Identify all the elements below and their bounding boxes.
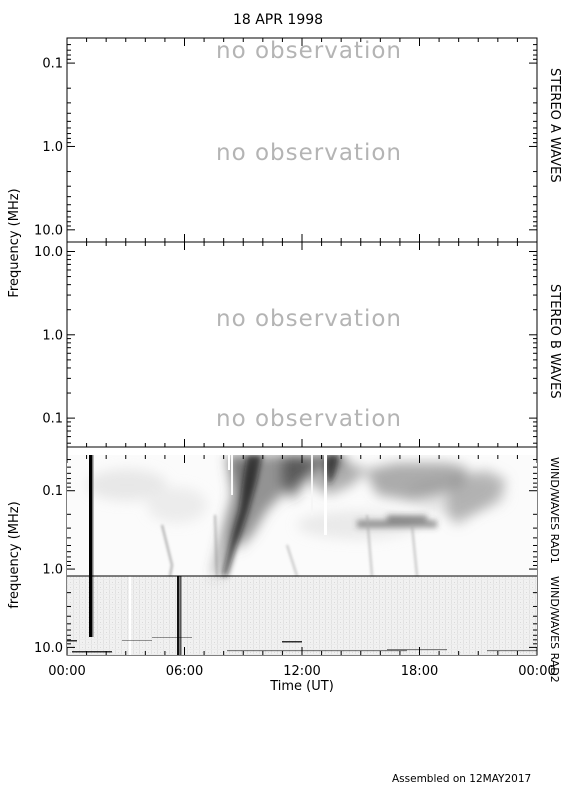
x-tick-label: 00:00 bbox=[48, 664, 85, 679]
y-tick-label: 0.1 bbox=[42, 412, 63, 427]
stereo-a-ticks bbox=[67, 37, 537, 231]
wind-x-tick-labels: 00:00 06:00 12:00 18:00 00:00 bbox=[48, 664, 555, 679]
burst-0600-rad2 bbox=[177, 576, 180, 655]
data-gap-0300 bbox=[129, 576, 131, 655]
time-axis-label: Time (UT) bbox=[269, 679, 334, 694]
rad2-background bbox=[67, 576, 537, 655]
stereo-b-side-label: STEREO B WAVES bbox=[547, 284, 562, 399]
stereo-a-frame bbox=[66, 37, 538, 243]
wind-tick-labels: 0.1 1.0 10.0 bbox=[34, 484, 63, 656]
wind-ticks bbox=[66, 38, 538, 655]
y-tick-label: 0.1 bbox=[42, 484, 63, 499]
no-observation-label: no observation bbox=[216, 140, 402, 166]
wind-rad1-side-label: WIND/WAVES RAD1 bbox=[548, 457, 561, 564]
wind-rad2-side-label: WIND/WAVES RAD2 bbox=[548, 576, 561, 683]
y-tick-label: 10.0 bbox=[34, 223, 63, 238]
stereo-b-panel: 10.0 1.0 0.1 no observation no observation… bbox=[34, 241, 562, 448]
data-gap-1230 bbox=[324, 455, 327, 535]
stereo-b-tick-labels: 10.0 1.0 0.1 bbox=[34, 245, 63, 427]
stereo-a-tick-labels: 0.1 1.0 10.0 bbox=[34, 57, 63, 239]
y-tick-label: 10.0 bbox=[34, 245, 63, 260]
wind-waves-panel: 0.1 1.0 10.0 00:00 06:00 12:00 18:00 00:00 fre… bbox=[7, 38, 561, 694]
no-observation-label: no observation bbox=[216, 406, 402, 432]
x-tick-label: 18:00 bbox=[401, 664, 438, 679]
stereo-frequency-axis-label: Frequency (MHz) bbox=[7, 188, 22, 297]
stereo-a-side-label: STEREO A WAVES bbox=[547, 68, 562, 183]
assembled-date: Assembled on 12MAY2017 bbox=[392, 773, 531, 785]
wind-spectrogram bbox=[67, 455, 537, 655]
y-tick-label: 10.0 bbox=[34, 641, 63, 656]
stereo-a-panel: 0.1 1.0 10.0 no observation no observation… bbox=[34, 37, 562, 243]
stereo-b-ticks bbox=[67, 250, 537, 444]
stereo-b-frame bbox=[66, 241, 538, 448]
wind-frequency-axis-label: frequency (MHz) bbox=[7, 501, 22, 608]
burst-0600 bbox=[213, 455, 249, 576]
no-observation-label: no observation bbox=[216, 306, 402, 332]
no-observation-label: no observation bbox=[216, 38, 402, 64]
x-tick-label: 06:00 bbox=[166, 664, 203, 679]
y-tick-label: 1.0 bbox=[42, 140, 63, 155]
figure-title: 18 APR 1998 bbox=[233, 12, 323, 28]
y-tick-label: 1.0 bbox=[42, 563, 63, 578]
y-tick-label: 0.1 bbox=[42, 57, 63, 72]
x-tick-label: 12:00 bbox=[283, 664, 320, 679]
stripe-0117 bbox=[89, 455, 92, 637]
x-tick-label: 00:00 bbox=[518, 664, 555, 679]
y-tick-label: 1.0 bbox=[42, 328, 63, 343]
